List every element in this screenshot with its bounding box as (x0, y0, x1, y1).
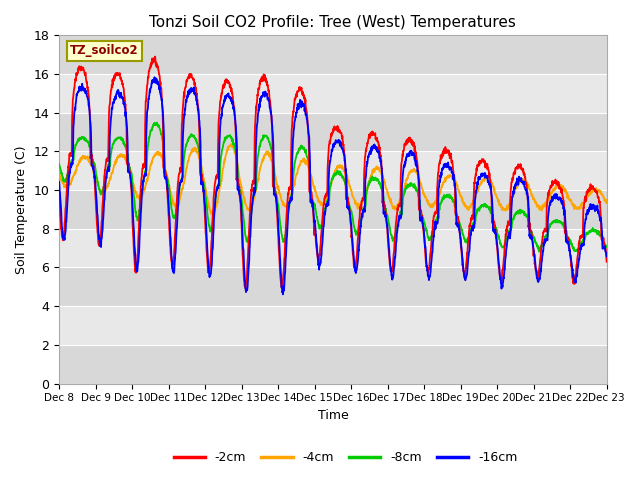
Y-axis label: Soil Temperature (C): Soil Temperature (C) (15, 145, 28, 274)
Title: Tonzi Soil CO2 Profile: Tree (West) Temperatures: Tonzi Soil CO2 Profile: Tree (West) Temp… (150, 15, 516, 30)
Legend: -2cm, -4cm, -8cm, -16cm: -2cm, -4cm, -8cm, -16cm (168, 446, 523, 469)
Bar (59, 345, 607, 384)
Text: TZ_soilco2: TZ_soilco2 (70, 45, 139, 58)
Bar (59, 151, 607, 190)
Bar (59, 267, 607, 306)
Bar (59, 74, 607, 113)
Bar (59, 229, 607, 267)
Bar (59, 113, 607, 151)
X-axis label: Time: Time (317, 409, 348, 422)
Bar (59, 36, 607, 74)
Bar (59, 190, 607, 229)
Bar (59, 306, 607, 345)
